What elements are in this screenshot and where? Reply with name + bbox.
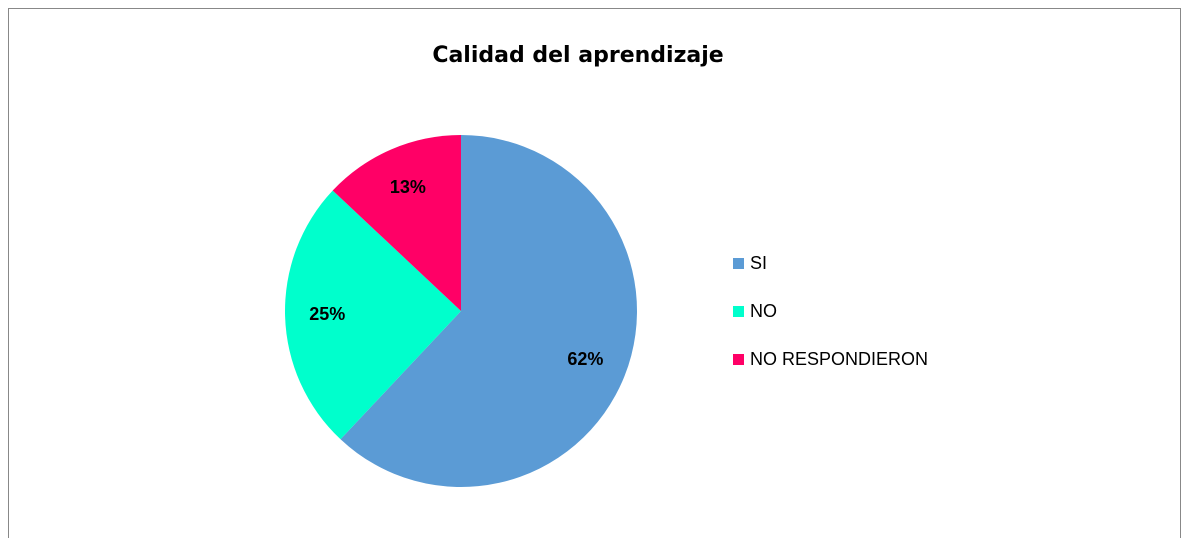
legend-label: NO [750, 301, 777, 321]
value-label: 62% [567, 349, 603, 369]
legend-swatch [733, 258, 744, 269]
value-label: 25% [309, 304, 345, 324]
pie-slice [332, 135, 461, 311]
legend-swatch [733, 306, 744, 317]
pie-slice [285, 190, 461, 440]
value-label: 13% [390, 177, 426, 197]
legend-swatch [733, 354, 744, 365]
chart-title: Calidad del aprendizaje [432, 43, 723, 68]
legend-label: NO RESPONDIERON [750, 349, 928, 369]
pie-slice [340, 135, 638, 487]
legend-label: SI [750, 253, 767, 273]
